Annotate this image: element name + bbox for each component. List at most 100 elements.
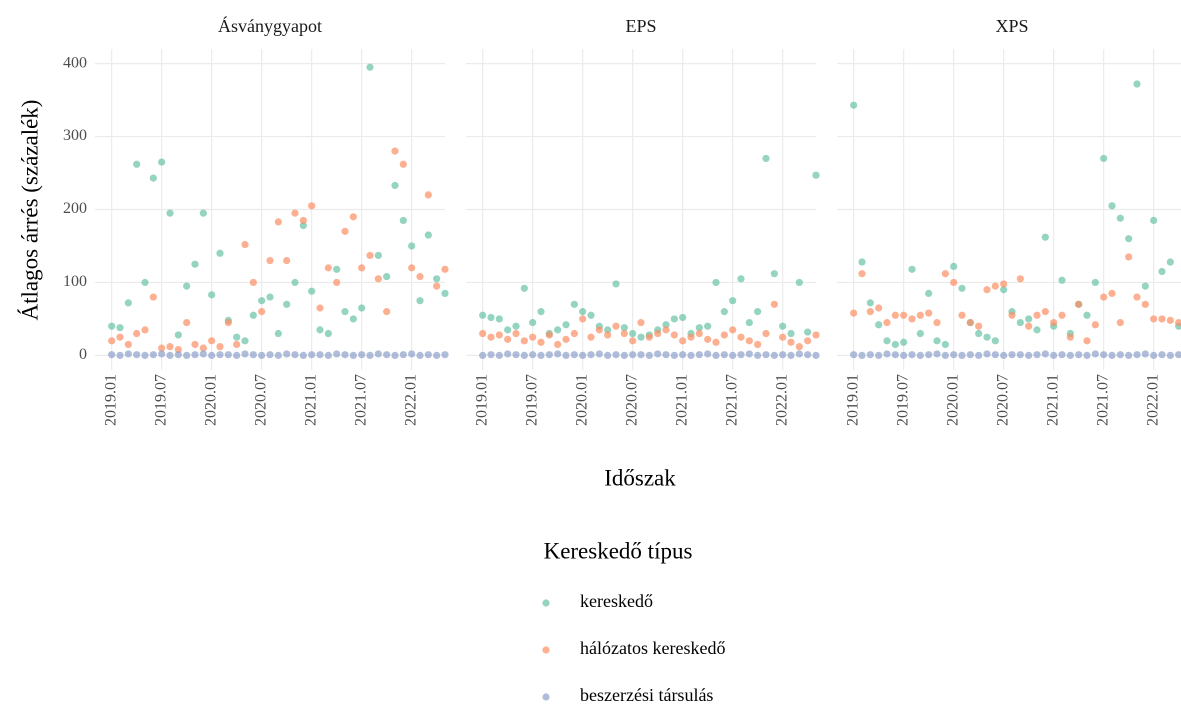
point [933,318,941,327]
point [712,351,720,360]
point [866,351,874,359]
x-tick-label: 2019.01 [844,374,861,426]
point [333,278,341,287]
point [520,284,528,292]
x-tick-label: 2021.07 [723,374,740,426]
point [1141,350,1149,358]
point [349,315,357,323]
point [1033,326,1041,334]
point [762,351,770,359]
point [391,147,399,155]
point [183,351,191,360]
point [795,278,803,287]
point [983,333,991,341]
point [233,340,241,349]
x-tick-label: 2022.01 [1144,374,1161,426]
point [274,351,282,360]
point [108,337,116,345]
point [916,311,924,319]
x-tick-label: 2021.01 [302,374,319,426]
point [1050,318,1058,327]
point [529,333,537,341]
point [900,311,908,319]
point [308,287,316,295]
legend-label: beszerzési társulás [580,685,713,704]
point [199,344,207,352]
point [950,351,958,359]
point [1041,308,1049,316]
point [258,297,266,305]
point [308,351,316,359]
point [729,326,737,334]
point [620,329,628,338]
point [1075,300,1083,308]
y-tick-label: 100 [63,273,87,290]
point [1166,258,1174,266]
point [562,335,570,343]
point [604,351,612,360]
point [545,351,553,359]
point [629,329,637,338]
point [670,331,678,339]
point [1091,278,1099,287]
point [512,351,520,359]
point [933,337,941,345]
point [670,351,678,360]
point [695,324,703,332]
point [579,351,587,360]
point [595,350,603,358]
point [529,351,537,359]
point [1108,289,1116,297]
point [1033,311,1041,319]
point [712,278,720,287]
point [958,311,966,319]
point [612,322,620,330]
point [1016,275,1024,283]
y-tick-label: 200 [63,200,87,217]
x-tick-label: 2020.01 [944,374,961,426]
point [283,350,291,358]
point [1058,276,1066,284]
point [274,218,282,226]
legend-label: kereskedő [580,591,653,611]
point [891,311,899,319]
point [908,351,916,359]
point [795,343,803,351]
point [720,331,728,339]
point [241,240,249,249]
point [950,262,958,271]
point [687,351,695,360]
point [729,297,737,305]
point [629,351,637,359]
point [391,181,399,190]
legend-title: Kereskedő típus [544,538,693,563]
point [529,318,537,327]
point [224,318,232,327]
point [433,282,441,290]
point [900,338,908,346]
point [770,300,778,308]
point [637,318,645,327]
y-tick-label: 0 [79,346,87,363]
point [562,321,570,329]
point [441,351,449,359]
point [258,351,266,360]
point [358,351,366,359]
point [433,275,441,283]
point [745,318,753,327]
points [850,80,1181,360]
point [695,329,703,338]
point [366,251,374,260]
point [637,351,645,359]
point [191,351,199,359]
point [1133,293,1141,301]
point [554,350,562,358]
x-tick-label: 2022.01 [402,374,419,426]
point [1108,351,1116,360]
point [1116,318,1124,327]
point [308,202,316,210]
point [587,333,595,341]
point [479,329,487,338]
point [341,308,349,316]
point [737,275,745,283]
